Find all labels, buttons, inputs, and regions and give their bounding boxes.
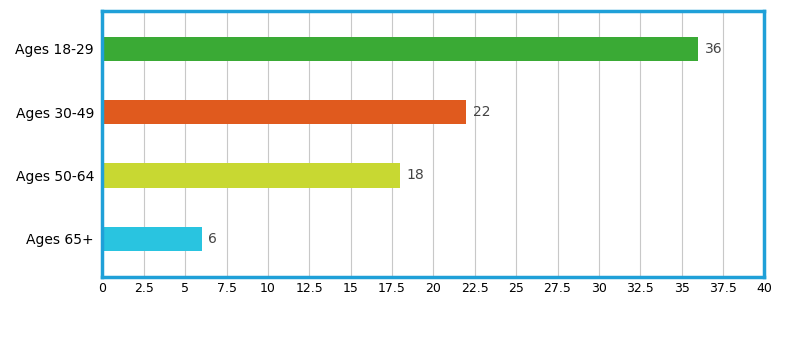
Bar bbox=[102, 37, 698, 61]
Text: 36: 36 bbox=[704, 42, 723, 56]
Bar bbox=[102, 227, 202, 251]
Bar bbox=[102, 163, 400, 187]
Text: 18: 18 bbox=[407, 169, 425, 182]
Text: 6: 6 bbox=[208, 232, 217, 246]
Text: 22: 22 bbox=[473, 105, 491, 119]
Bar bbox=[102, 100, 466, 124]
